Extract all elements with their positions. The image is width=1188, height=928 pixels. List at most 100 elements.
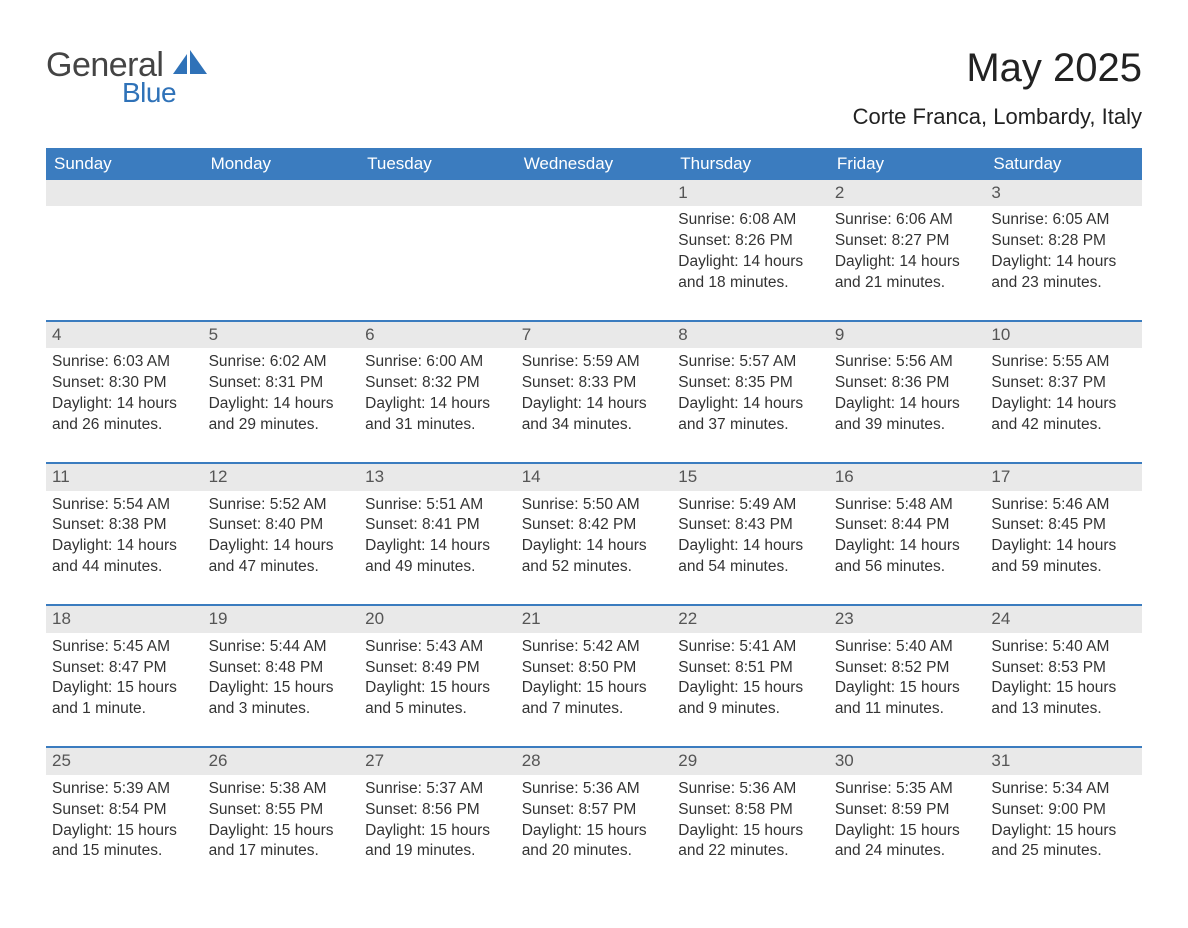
calendar-day-cell (203, 180, 360, 321)
day-number: 14 (516, 464, 673, 490)
calendar-header-row: SundayMondayTuesdayWednesdayThursdayFrid… (46, 148, 1142, 180)
weekday-header: Friday (829, 148, 986, 180)
daylight-line: Daylight: 14 hours and 37 minutes. (678, 394, 823, 436)
weekday-header: Wednesday (516, 148, 673, 180)
day-details: Sunrise: 5:55 AMSunset: 8:37 PMDaylight:… (985, 348, 1142, 462)
day-number (203, 180, 360, 206)
daylight-line: Daylight: 15 hours and 19 minutes. (365, 821, 510, 863)
sunset-line: Sunset: 8:30 PM (52, 373, 197, 394)
sunset-line: Sunset: 8:38 PM (52, 515, 197, 536)
calendar-day-cell: 27Sunrise: 5:37 AMSunset: 8:56 PMDayligh… (359, 747, 516, 888)
location-subtitle: Corte Franca, Lombardy, Italy (853, 104, 1142, 130)
calendar-day-cell: 24Sunrise: 5:40 AMSunset: 8:53 PMDayligh… (985, 605, 1142, 747)
sunrise-line: Sunrise: 6:08 AM (678, 210, 823, 231)
sunset-line: Sunset: 8:45 PM (991, 515, 1136, 536)
day-number: 5 (203, 322, 360, 348)
sunrise-line: Sunrise: 5:37 AM (365, 779, 510, 800)
day-number (46, 180, 203, 206)
day-details: Sunrise: 5:41 AMSunset: 8:51 PMDaylight:… (672, 633, 829, 747)
day-details: Sunrise: 6:05 AMSunset: 8:28 PMDaylight:… (985, 206, 1142, 320)
daylight-line: Daylight: 15 hours and 13 minutes. (991, 678, 1136, 720)
sunrise-line: Sunrise: 5:36 AM (678, 779, 823, 800)
sunset-line: Sunset: 8:54 PM (52, 800, 197, 821)
daylight-line: Daylight: 15 hours and 25 minutes. (991, 821, 1136, 863)
day-details: Sunrise: 5:44 AMSunset: 8:48 PMDaylight:… (203, 633, 360, 747)
calendar-week-row: 18Sunrise: 5:45 AMSunset: 8:47 PMDayligh… (46, 605, 1142, 747)
day-number: 10 (985, 322, 1142, 348)
sunrise-line: Sunrise: 6:03 AM (52, 352, 197, 373)
daylight-line: Daylight: 15 hours and 22 minutes. (678, 821, 823, 863)
sunrise-line: Sunrise: 5:59 AM (522, 352, 667, 373)
day-details: Sunrise: 5:50 AMSunset: 8:42 PMDaylight:… (516, 491, 673, 605)
sunrise-line: Sunrise: 5:35 AM (835, 779, 980, 800)
sunrise-line: Sunrise: 6:05 AM (991, 210, 1136, 231)
day-details (46, 206, 203, 306)
calendar-day-cell: 21Sunrise: 5:42 AMSunset: 8:50 PMDayligh… (516, 605, 673, 747)
sunset-line: Sunset: 8:51 PM (678, 658, 823, 679)
day-number: 12 (203, 464, 360, 490)
day-details: Sunrise: 6:03 AMSunset: 8:30 PMDaylight:… (46, 348, 203, 462)
sunrise-line: Sunrise: 5:36 AM (522, 779, 667, 800)
daylight-line: Daylight: 14 hours and 21 minutes. (835, 252, 980, 294)
sunrise-line: Sunrise: 5:40 AM (991, 637, 1136, 658)
day-details: Sunrise: 5:49 AMSunset: 8:43 PMDaylight:… (672, 491, 829, 605)
day-number: 22 (672, 606, 829, 632)
daylight-line: Daylight: 15 hours and 24 minutes. (835, 821, 980, 863)
daylight-line: Daylight: 15 hours and 20 minutes. (522, 821, 667, 863)
daylight-line: Daylight: 14 hours and 34 minutes. (522, 394, 667, 436)
sunrise-line: Sunrise: 5:50 AM (522, 495, 667, 516)
day-number: 27 (359, 748, 516, 774)
sunset-line: Sunset: 8:42 PM (522, 515, 667, 536)
calendar-page: General Blue May 2025 Corte Franca, Lomb… (0, 0, 1188, 928)
sunset-line: Sunset: 8:33 PM (522, 373, 667, 394)
calendar-day-cell (516, 180, 673, 321)
weekday-header: Monday (203, 148, 360, 180)
sunrise-line: Sunrise: 5:41 AM (678, 637, 823, 658)
day-number: 16 (829, 464, 986, 490)
day-number: 31 (985, 748, 1142, 774)
day-details: Sunrise: 5:42 AMSunset: 8:50 PMDaylight:… (516, 633, 673, 747)
day-details: Sunrise: 6:06 AMSunset: 8:27 PMDaylight:… (829, 206, 986, 320)
calendar-day-cell: 4Sunrise: 6:03 AMSunset: 8:30 PMDaylight… (46, 321, 203, 463)
daylight-line: Daylight: 14 hours and 39 minutes. (835, 394, 980, 436)
sunrise-line: Sunrise: 6:02 AM (209, 352, 354, 373)
calendar-day-cell (46, 180, 203, 321)
calendar-week-row: 4Sunrise: 6:03 AMSunset: 8:30 PMDaylight… (46, 321, 1142, 463)
sunset-line: Sunset: 8:48 PM (209, 658, 354, 679)
sunset-line: Sunset: 8:35 PM (678, 373, 823, 394)
day-number: 20 (359, 606, 516, 632)
day-details: Sunrise: 5:54 AMSunset: 8:38 PMDaylight:… (46, 491, 203, 605)
day-details: Sunrise: 6:08 AMSunset: 8:26 PMDaylight:… (672, 206, 829, 320)
calendar-day-cell: 3Sunrise: 6:05 AMSunset: 8:28 PMDaylight… (985, 180, 1142, 321)
daylight-line: Daylight: 15 hours and 17 minutes. (209, 821, 354, 863)
sunrise-line: Sunrise: 5:45 AM (52, 637, 197, 658)
calendar-day-cell: 29Sunrise: 5:36 AMSunset: 8:58 PMDayligh… (672, 747, 829, 888)
calendar-day-cell: 9Sunrise: 5:56 AMSunset: 8:36 PMDaylight… (829, 321, 986, 463)
daylight-line: Daylight: 15 hours and 1 minute. (52, 678, 197, 720)
sunrise-line: Sunrise: 5:40 AM (835, 637, 980, 658)
calendar-day-cell: 30Sunrise: 5:35 AMSunset: 8:59 PMDayligh… (829, 747, 986, 888)
daylight-line: Daylight: 14 hours and 54 minutes. (678, 536, 823, 578)
calendar-table: SundayMondayTuesdayWednesdayThursdayFrid… (46, 148, 1142, 888)
sunset-line: Sunset: 8:49 PM (365, 658, 510, 679)
sunrise-line: Sunrise: 5:51 AM (365, 495, 510, 516)
sunrise-line: Sunrise: 5:52 AM (209, 495, 354, 516)
sunrise-line: Sunrise: 5:55 AM (991, 352, 1136, 373)
sunrise-line: Sunrise: 5:48 AM (835, 495, 980, 516)
sunrise-line: Sunrise: 5:42 AM (522, 637, 667, 658)
sunset-line: Sunset: 8:44 PM (835, 515, 980, 536)
daylight-line: Daylight: 14 hours and 47 minutes. (209, 536, 354, 578)
day-number: 6 (359, 322, 516, 348)
day-number: 25 (46, 748, 203, 774)
daylight-line: Daylight: 14 hours and 56 minutes. (835, 536, 980, 578)
day-details: Sunrise: 5:36 AMSunset: 8:58 PMDaylight:… (672, 775, 829, 889)
daylight-line: Daylight: 14 hours and 59 minutes. (991, 536, 1136, 578)
day-details (359, 206, 516, 306)
day-number: 13 (359, 464, 516, 490)
day-details: Sunrise: 5:52 AMSunset: 8:40 PMDaylight:… (203, 491, 360, 605)
weekday-header: Thursday (672, 148, 829, 180)
day-number: 19 (203, 606, 360, 632)
day-number: 15 (672, 464, 829, 490)
calendar-day-cell: 7Sunrise: 5:59 AMSunset: 8:33 PMDaylight… (516, 321, 673, 463)
sunset-line: Sunset: 8:31 PM (209, 373, 354, 394)
